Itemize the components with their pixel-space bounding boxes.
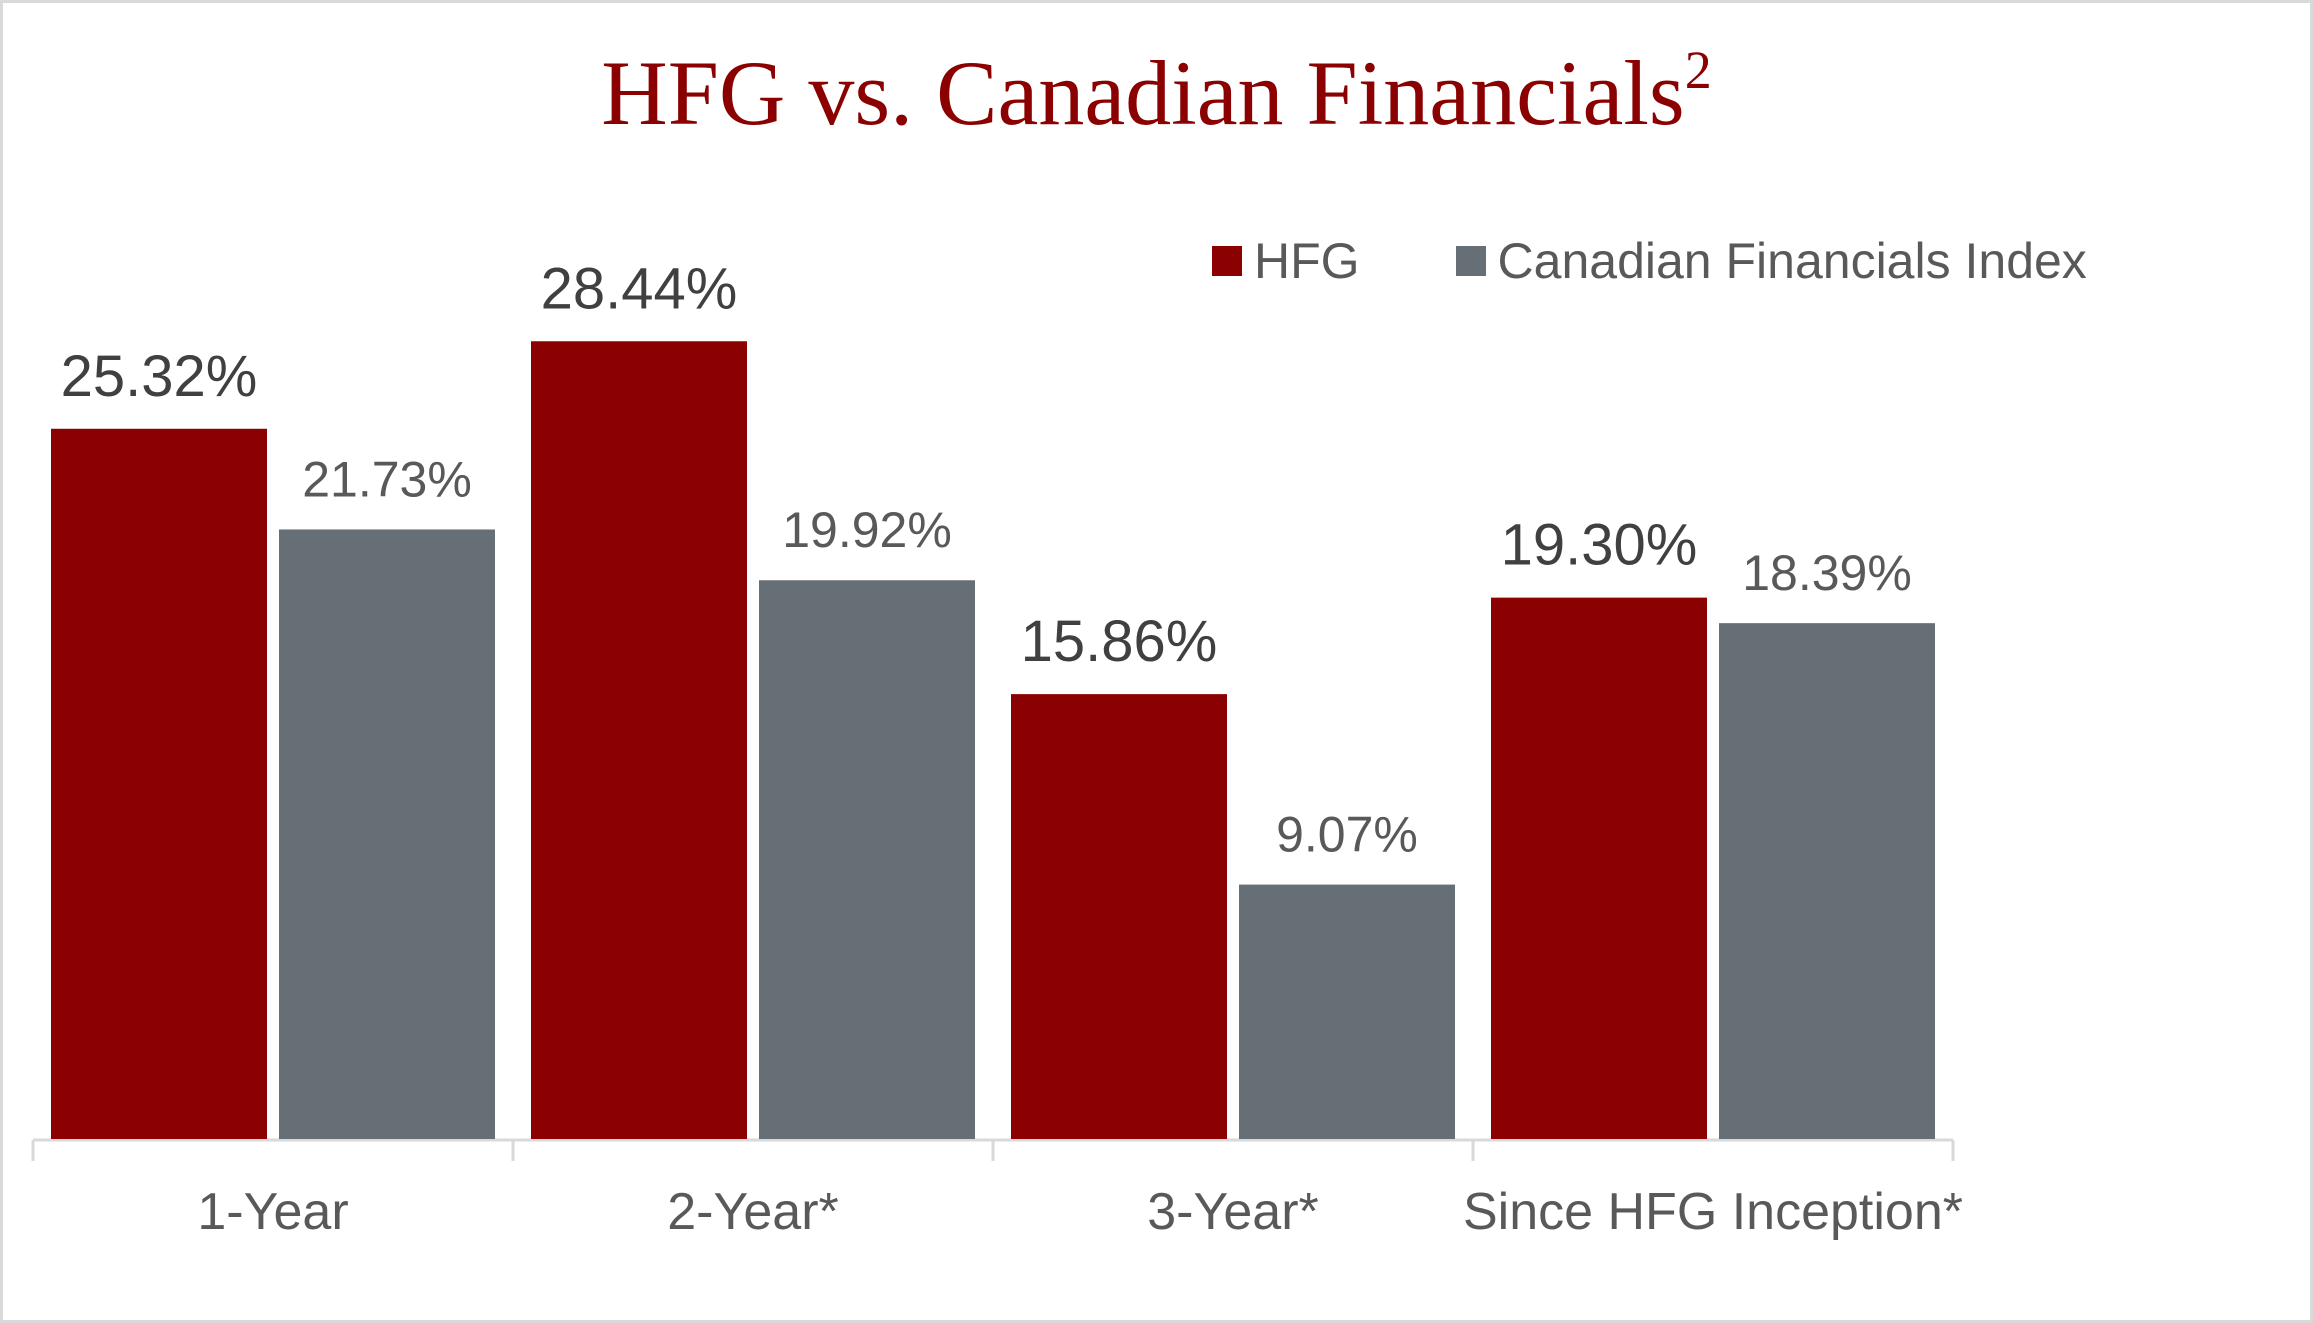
bar-hfg	[531, 341, 747, 1139]
data-label-index: 19.92%	[782, 502, 952, 558]
bar-hfg	[51, 428, 267, 1139]
data-label-index: 9.07%	[1276, 807, 1418, 863]
chart-title-text: HFG vs. Canadian Financials	[601, 42, 1685, 144]
bar-index	[759, 580, 975, 1139]
legend-swatch-index	[1455, 246, 1486, 276]
x-axis-tick-label: 3-Year*	[1147, 1183, 1319, 1241]
x-axis-tick-label: 2-Year*	[667, 1183, 839, 1241]
legend: HFG Canadian Financials Index	[1212, 228, 2087, 294]
bar-index	[1239, 884, 1455, 1139]
legend-swatch-hfg	[1212, 246, 1242, 276]
data-label-hfg: 25.32%	[61, 344, 258, 409]
legend-item-index: Canadian Financials Index	[1455, 232, 2087, 290]
bar-hfg	[1011, 694, 1227, 1139]
x-axis-tick-label: Since HFG Inception*	[1463, 1183, 1963, 1241]
chart-title: HFG vs. Canadian Financials2	[0, 38, 2313, 148]
data-label-hfg: 19.30%	[1501, 513, 1698, 578]
legend-item-hfg: HFG	[1212, 232, 1360, 290]
bar-index	[279, 529, 495, 1139]
bar-hfg	[1491, 597, 1707, 1139]
bar-index	[1719, 623, 1935, 1139]
data-label-index: 21.73%	[302, 451, 472, 507]
data-label-hfg: 15.86%	[1021, 609, 1218, 674]
legend-label-hfg: HFG	[1254, 233, 1360, 289]
legend-label-index: Canadian Financials Index	[1497, 233, 2087, 289]
x-axis-tick-label: 1-Year	[197, 1183, 348, 1241]
data-label-hfg: 28.44%	[541, 256, 738, 321]
data-label-index: 18.39%	[1742, 545, 1912, 601]
chart-title-superscript: 2	[1684, 40, 1712, 100]
